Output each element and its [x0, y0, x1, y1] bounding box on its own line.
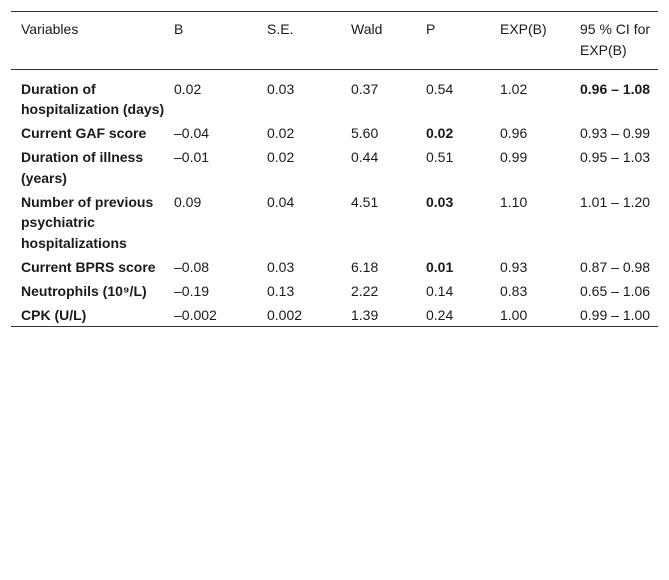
row-ci: 0.65 – 1.06	[580, 282, 651, 299]
row-wald: 5.60	[351, 125, 379, 142]
header-ci: 95 % CI for EXP(B)	[580, 21, 651, 58]
row-ci: 0.93 – 0.99	[580, 125, 651, 142]
header-b: B	[174, 21, 184, 37]
regression-table-container: Variables B S.E. Wald P EXP(B) 95 % CI f…	[11, 11, 658, 327]
row-b: –0.002	[174, 306, 217, 323]
table-row: Neutrophils (10⁹/L) –0.19 0.13 2.22 0.14…	[11, 279, 658, 303]
row-se: 0.02	[267, 148, 295, 165]
header-se: S.E.	[267, 21, 294, 37]
row-se: 0.02	[267, 125, 295, 142]
table-row: CPK (U/L) –0.002 0.002 1.39 0.24 1.00 0.…	[11, 303, 658, 327]
table-header-row: Variables B S.E. Wald P EXP(B) 95 % CI f…	[11, 11, 658, 70]
row-expb: 1.02	[500, 80, 528, 97]
row-p: 0.24	[426, 306, 454, 323]
row-wald: 6.18	[351, 258, 379, 275]
row-expb: 1.10	[500, 193, 528, 210]
row-wald: 4.51	[351, 193, 379, 210]
table-row: Duration of illness (years) –0.01 0.02 0…	[11, 145, 658, 190]
row-p: 0.02	[426, 125, 454, 142]
header-wald: Wald	[351, 21, 383, 37]
row-se: 0.13	[267, 282, 295, 299]
row-variable: Duration of illness (years)	[21, 148, 144, 186]
row-b: –0.04	[174, 125, 210, 142]
row-ci: 1.01 – 1.20	[580, 193, 651, 210]
row-wald: 0.44	[351, 148, 379, 165]
header-variables: Variables	[21, 21, 79, 37]
table-row: Duration of hospitalization (days) 0.02 …	[11, 69, 658, 121]
row-ci: 0.87 – 0.98	[580, 258, 651, 275]
row-ci: 0.99 – 1.00	[580, 306, 651, 323]
row-expb: 0.99	[500, 148, 528, 165]
row-p: 0.54	[426, 80, 454, 97]
header-expb: EXP(B)	[500, 21, 547, 37]
row-expb: 0.83	[500, 282, 528, 299]
table-row: Current GAF score –0.04 0.02 5.60 0.02 0…	[11, 121, 658, 145]
regression-table: Variables B S.E. Wald P EXP(B) 95 % CI f…	[11, 11, 658, 327]
row-variable: CPK (U/L)	[21, 306, 87, 323]
row-se: 0.04	[267, 193, 295, 210]
row-variable: Current GAF score	[21, 125, 147, 142]
row-b: –0.01	[174, 148, 210, 165]
row-variable: Duration of hospitalization (days)	[21, 80, 165, 118]
row-b: 0.09	[174, 193, 202, 210]
header-p: P	[426, 21, 436, 37]
row-b: –0.19	[174, 282, 210, 299]
row-p: 0.03	[426, 193, 454, 210]
row-expb: 0.96	[500, 125, 528, 142]
row-ci: 0.96 – 1.08	[580, 80, 651, 97]
row-b: 0.02	[174, 80, 202, 97]
row-se: 0.03	[267, 258, 295, 275]
row-p: 0.01	[426, 258, 454, 275]
row-expb: 1.00	[500, 306, 528, 323]
table-row: Number of previous psychiatric hospitali…	[11, 190, 658, 255]
row-wald: 0.37	[351, 80, 379, 97]
row-variable: Number of previous psychiatric hospitali…	[21, 193, 154, 252]
row-se: 0.002	[267, 306, 303, 323]
row-expb: 0.93	[500, 258, 528, 275]
row-variable: Neutrophils (10⁹/L)	[21, 282, 147, 299]
table-row: Current BPRS score –0.08 0.03 6.18 0.01 …	[11, 255, 658, 279]
row-ci: 0.95 – 1.03	[580, 148, 651, 165]
row-wald: 1.39	[351, 306, 379, 323]
row-wald: 2.22	[351, 282, 379, 299]
row-variable: Current BPRS score	[21, 258, 156, 275]
row-se: 0.03	[267, 80, 295, 97]
row-b: –0.08	[174, 258, 210, 275]
row-p: 0.14	[426, 282, 454, 299]
row-p: 0.51	[426, 148, 454, 165]
